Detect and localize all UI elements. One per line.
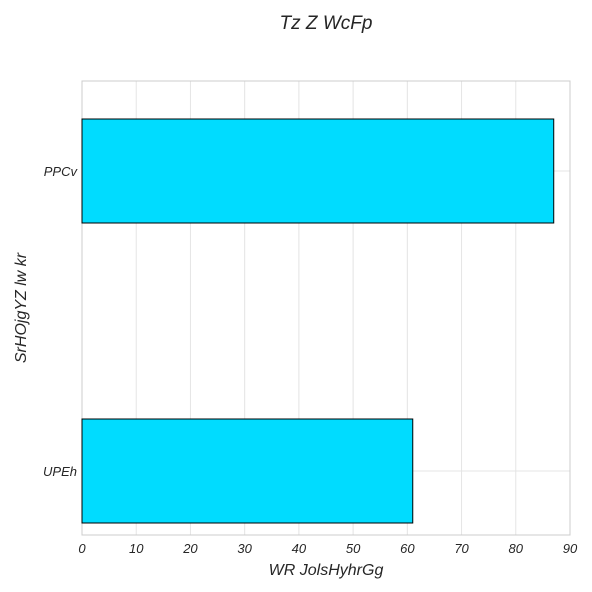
chart-title: Tz Z WcFp [280, 13, 373, 34]
x-tick-label: 40 [292, 541, 307, 556]
y-axis-label: SrHOjgYZ lw kr [13, 252, 30, 363]
x-tick-label: 70 [454, 541, 469, 556]
bar-upeh [81, 418, 414, 524]
x-tick-labels: 0 10 20 30 40 50 60 70 80 90 [78, 541, 578, 556]
bars-group [81, 118, 555, 524]
x-tick-label: 60 [400, 541, 415, 556]
x-tick-label: 50 [346, 541, 361, 556]
x-axis-label: WR JolsHyhrGg [269, 562, 384, 579]
x-tick-label: 30 [237, 541, 252, 556]
x-tick-label: 80 [509, 541, 524, 556]
x-tick-label: 90 [563, 541, 578, 556]
bar-ppcv [81, 118, 555, 224]
category-labels: PPCv UPEh [43, 164, 78, 479]
x-tick-label: 10 [129, 541, 144, 556]
plot-area-frame [81, 80, 571, 536]
y-category-label: UPEh [43, 464, 77, 479]
x-tick-label: 20 [182, 541, 198, 556]
x-tick-label: 0 [78, 541, 86, 556]
y-category-label: PPCv [44, 164, 79, 179]
